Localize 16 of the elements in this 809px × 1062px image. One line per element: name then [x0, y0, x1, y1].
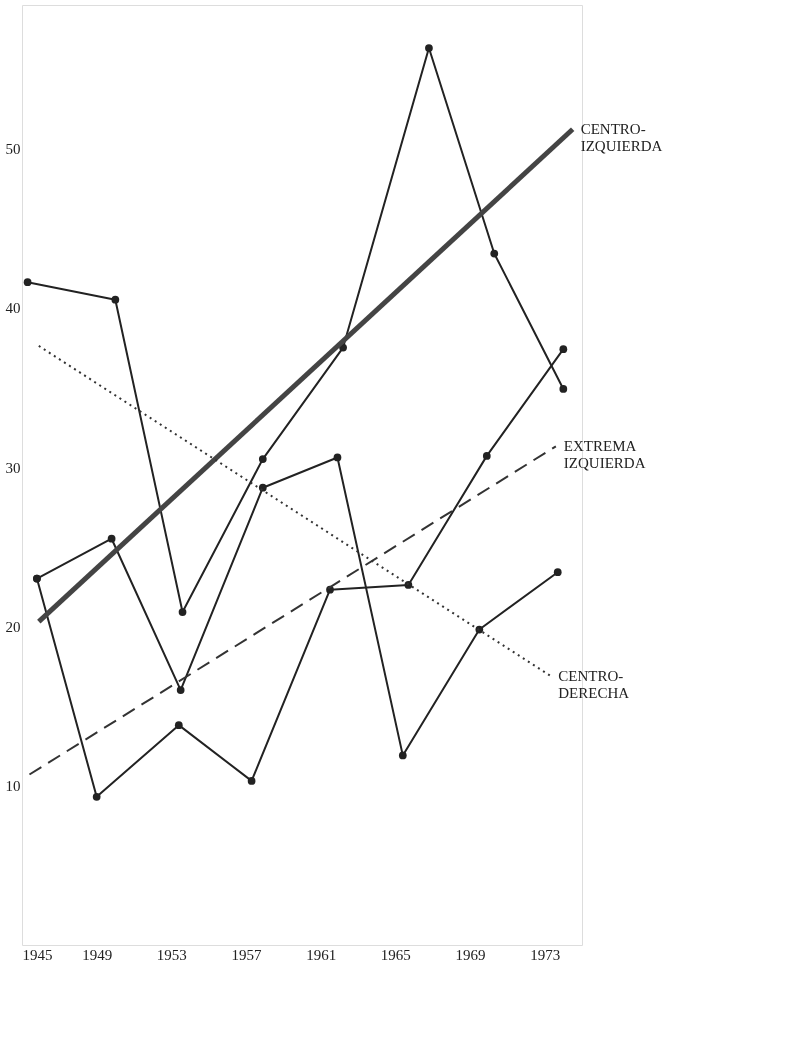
- series-label: EXTREMA IZQUIERDA: [563, 438, 646, 472]
- x-tick-label: 1949: [82, 946, 113, 963]
- x-tick-label: 1973: [530, 946, 561, 963]
- series-label: CENTRO- IZQUIERDA: [580, 121, 663, 155]
- y-tick-label: 30: [5, 459, 21, 476]
- x-tick-label: 1957: [231, 946, 262, 963]
- y-tick-label: 10: [5, 778, 21, 795]
- series-label: CENTRO- DERECHA: [558, 667, 630, 701]
- x-tick-label: 1953: [156, 946, 187, 963]
- x-tick-label: 1969: [455, 946, 486, 963]
- y-tick-label: 50: [5, 140, 21, 157]
- x-tick-label: 1961: [306, 946, 337, 963]
- y-tick-label: 40: [5, 300, 21, 317]
- x-tick-label: 1945: [22, 946, 53, 963]
- y-tick-label: 20: [5, 618, 21, 635]
- x-tick-label: 1965: [380, 946, 411, 963]
